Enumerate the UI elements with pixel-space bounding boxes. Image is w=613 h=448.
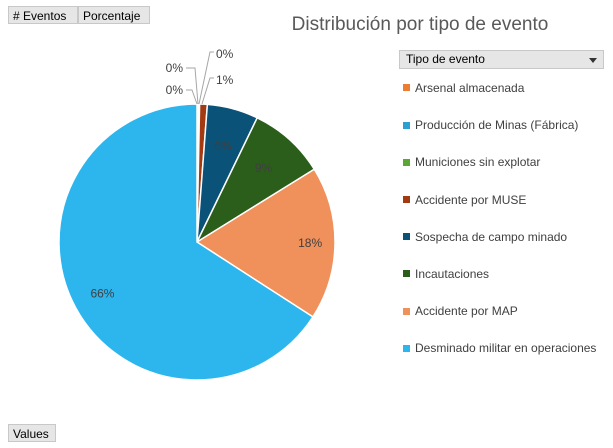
data-label-desminado-militar-en-operaciones: 66% (90, 286, 114, 300)
data-label-incautaciones: 9% (255, 161, 273, 175)
leader-line-municiones-sin-explotar (198, 51, 214, 105)
legend-filter-button[interactable]: Tipo de evento (399, 50, 604, 69)
field-button-porcentaje[interactable]: Porcentaje (78, 6, 150, 24)
legend-item-arsenal-almacenada[interactable]: Arsenal almacenada (403, 80, 524, 96)
legend-label: Sospecha de campo minado (415, 229, 568, 244)
legend-item-desminado-militar-en-operaciones[interactable]: Desminado militar en operaciones (403, 340, 596, 356)
dropdown-arrow-icon[interactable] (589, 58, 597, 63)
legend-label: Accidente por MAP (415, 304, 518, 319)
legend-swatch (403, 195, 410, 203)
legend-label: Accidente por MUSE (415, 192, 527, 207)
legend-header-label: Tipo de evento (406, 52, 485, 66)
legend-item-accidente-por-muse[interactable]: Accidente por MUSE (403, 192, 526, 208)
legend-item-incautaciones[interactable]: Incautaciones (403, 266, 489, 282)
data-label-produccion-de-minas-fabrica: 0% (166, 61, 184, 75)
legend-item-municiones-sin-explotar[interactable]: Municiones sin explotar (403, 154, 540, 170)
field-button-values[interactable]: Values (8, 424, 56, 442)
data-label-arsenal-almacenada: 0% (166, 83, 184, 97)
chart-title: Distribución por tipo de evento (291, 14, 549, 35)
pie-slice-desminado-militar-en-operaciones[interactable] (58, 103, 314, 381)
legend-swatch (403, 344, 410, 352)
legend-swatch (403, 158, 410, 166)
data-label-accidente-por-muse: 1% (216, 73, 234, 87)
leader-line-arsenal-almacenada (186, 89, 198, 105)
legend-label: Producción de Minas (Fábrica) (415, 118, 579, 133)
pie-slice-accidente-por-map[interactable] (195, 168, 336, 318)
legend-swatch (403, 84, 410, 92)
legend-swatch (403, 233, 410, 241)
legend-label: Desminado militar en operaciones (415, 341, 597, 356)
legend-swatch (403, 270, 410, 278)
legend-swatch (403, 307, 410, 315)
data-label-accidente-por-map: 18% (298, 236, 322, 250)
data-label-municiones-sin-explotar: 0% (216, 47, 234, 61)
legend-item-produccion-de-minas-fabrica[interactable]: Producción de Minas (Fábrica) (403, 117, 578, 133)
field-button-eventos[interactable]: # Eventos (8, 6, 78, 24)
data-label-sospecha-de-campo-minado: 6% (214, 139, 232, 153)
legend-item-sospecha-de-campo-minado[interactable]: Sospecha de campo minado (403, 229, 567, 245)
legend-label: Municiones sin explotar (415, 155, 541, 170)
legend-item-accidente-por-map[interactable]: Accidente por MAP (403, 303, 518, 319)
leader-line-produccion-de-minas-fabrica (186, 67, 199, 105)
legend-label: Incautaciones (415, 267, 490, 281)
legend-swatch (403, 121, 410, 129)
legend-label: Arsenal almacenada (415, 81, 525, 95)
leader-line-accidente-por-muse (201, 77, 214, 105)
